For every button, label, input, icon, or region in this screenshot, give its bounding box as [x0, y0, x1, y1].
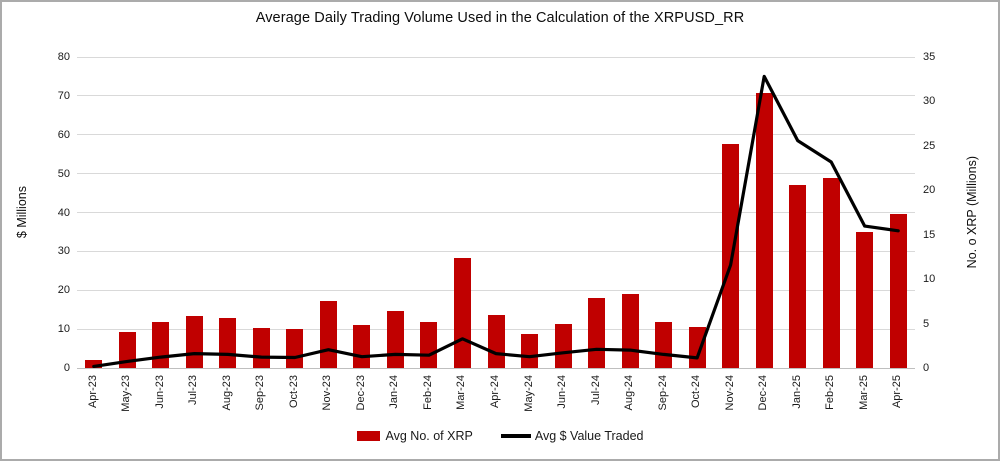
- right-axis-tick-label: 30: [923, 95, 936, 108]
- x-axis-tick-label: Feb-25: [824, 375, 837, 410]
- value-line-svg: [92, 74, 900, 368]
- x-axis-tick-label: Aug-24: [623, 375, 636, 411]
- value-line: [92, 74, 900, 368]
- left-axis-tick-label: 60: [57, 128, 70, 141]
- x-axis-tick-label: Jul-23: [187, 375, 200, 405]
- gridline: [77, 56, 915, 58]
- right-axis-tick-label: 35: [923, 51, 936, 63]
- x-axis-tick-label: Feb-24: [421, 375, 434, 410]
- left-axis-tick-label: 0: [63, 362, 70, 374]
- x-axis-tick-label: Jun-23: [153, 375, 166, 409]
- left-axis-title: $ Millions: [15, 186, 29, 239]
- x-axis-tick-label: Mar-24: [455, 375, 468, 410]
- gridline: [77, 250, 915, 252]
- axis-baseline: [77, 367, 915, 369]
- left-axis-tick-label: 40: [57, 206, 70, 219]
- right-axis-title: No. o XRP (Millions): [965, 156, 979, 269]
- plot-area: [77, 56, 915, 369]
- chart-title: Average Daily Trading Volume Used in the…: [255, 10, 745, 26]
- x-axis-tick-label: Nov-23: [321, 375, 334, 411]
- bar: [889, 214, 907, 368]
- right-axis-tick-label: 5: [923, 317, 930, 330]
- legend-line-swatch-icon: [500, 434, 531, 438]
- left-axis-tick-label: 10: [57, 323, 70, 336]
- x-axis-tick-label: Mar-25: [857, 375, 870, 410]
- right-axis-title-wrap: No. o XRP (Millions): [960, 57, 984, 368]
- x-axis-tick-label: Oct-24: [690, 375, 703, 409]
- x-axis-tick-label: Sep-24: [656, 375, 669, 411]
- x-axis-tick-label: Jun-24: [556, 375, 569, 409]
- gridline: [77, 95, 915, 97]
- left-axis-tick-label: 20: [57, 284, 70, 297]
- x-axis-tick-label: Apr-23: [86, 375, 99, 409]
- right-axis-tick-label: 10: [923, 273, 936, 286]
- gridline: [77, 134, 915, 136]
- x-axis-tick-label: Apr-25: [891, 375, 904, 409]
- right-axis-tick-label: 20: [923, 184, 936, 197]
- x-axis-tick-label: May-23: [120, 375, 133, 412]
- left-axis-tick-label: 50: [57, 167, 70, 180]
- x-axis-tick-label: Jan-25: [790, 375, 803, 409]
- x-axis-tick-label: Jan-24: [388, 375, 401, 409]
- right-axis-tick-label: 15: [923, 228, 936, 241]
- x-axis-tick-label: Dec-23: [354, 375, 367, 411]
- right-axis-tick-label: 0: [923, 362, 930, 374]
- bar: [856, 232, 874, 368]
- bar: [822, 177, 840, 368]
- legend-item-line: Avg $ Value Traded: [500, 429, 644, 443]
- legend-bar-label: Avg No. of XRP: [385, 429, 473, 443]
- bar: [85, 360, 103, 368]
- x-axis-tick-label: Apr-24: [489, 375, 501, 409]
- gridline: [77, 173, 915, 175]
- gridline: [77, 289, 915, 291]
- bar: [521, 334, 539, 368]
- x-axis-tick-label: May-24: [522, 375, 535, 412]
- x-axis-tick-label: Sep-23: [254, 375, 267, 411]
- x-axis-tick-label: Dec-24: [757, 375, 770, 411]
- x-axis-tick-label: Aug-23: [220, 375, 233, 411]
- bar: [554, 324, 572, 368]
- bar: [789, 184, 807, 368]
- bar: [118, 332, 136, 368]
- x-axis-tick-label: Oct-23: [287, 375, 300, 409]
- left-axis-tick-label: 80: [57, 51, 70, 63]
- legend-bar-swatch-icon: [356, 431, 380, 441]
- gridline: [77, 212, 915, 213]
- left-axis-tick-label: 70: [57, 89, 70, 102]
- x-axis-tick-label: Nov-24: [723, 375, 736, 411]
- legend: Avg No. of XRP Avg $ Value Traded: [2, 429, 998, 443]
- legend-line-label: Avg $ Value Traded: [534, 429, 644, 443]
- right-axis-tick-label: 25: [923, 139, 936, 152]
- bar: [755, 93, 773, 368]
- legend-item-bar: Avg No. of XRP: [356, 429, 473, 443]
- left-axis-tick-label: 30: [57, 245, 70, 258]
- x-axis-tick-label: Jul-24: [589, 375, 602, 405]
